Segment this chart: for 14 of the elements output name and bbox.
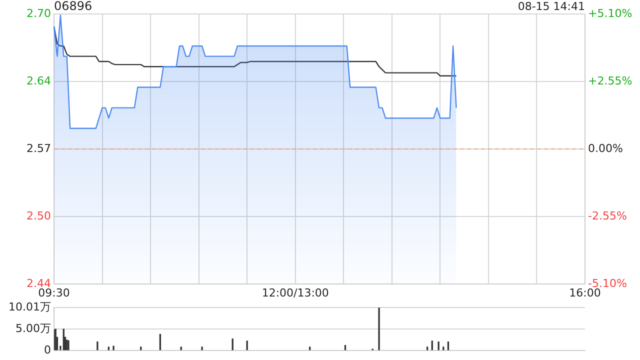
y-tick-label: 2.50 (26, 209, 51, 222)
text: 08-15 14:41 (518, 0, 585, 13)
y-tick-label: 10.01万 (8, 300, 51, 314)
y-tick-label: 0 (44, 343, 51, 356)
y2-tick-label: +2.55% (588, 74, 632, 88)
x-tick-label: 12:00/13:00 (262, 286, 329, 300)
y-tick-label: 2.70 (26, 6, 51, 20)
y-tick-label: 5.00万 (16, 322, 51, 335)
y2-tick-label: -2.55% (588, 209, 627, 222)
y-tick-label: 2.64 (26, 74, 51, 88)
y2-tick-label: +5.10% (588, 6, 632, 20)
y2-tick-label: 0.00% (588, 142, 623, 155)
y-tick-label: 2.57 (26, 142, 51, 155)
chart-title: 06896 (54, 0, 92, 14)
